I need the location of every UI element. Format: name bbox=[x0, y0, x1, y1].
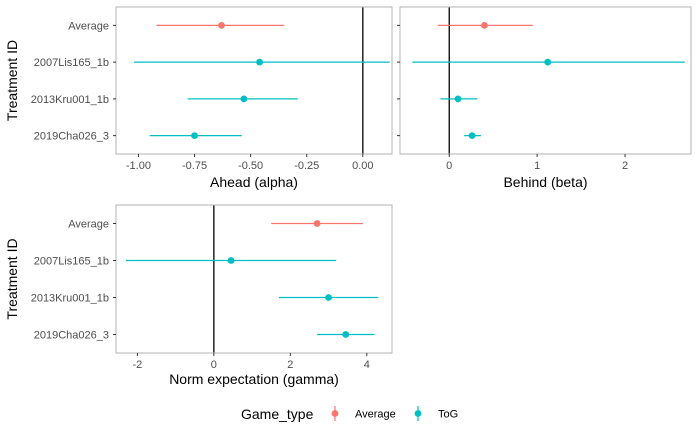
x-tick-label: -2 bbox=[133, 359, 143, 371]
point-2013kru001-1b bbox=[325, 294, 332, 301]
x-tick-label: 0 bbox=[211, 359, 217, 371]
legend-label-tog: ToG bbox=[438, 409, 458, 421]
point-2007lis165-1b bbox=[227, 257, 235, 264]
panel-border bbox=[115, 204, 393, 354]
legend-key-average bbox=[331, 406, 339, 421]
legend-label-average: Average bbox=[355, 409, 396, 421]
x-axis-title: Ahead (alpha) bbox=[210, 174, 298, 190]
point-average bbox=[313, 220, 321, 227]
point-average bbox=[480, 21, 488, 29]
point-average bbox=[218, 21, 225, 29]
x-tick-label: 4 bbox=[364, 359, 370, 371]
point-2019cha026-3 bbox=[468, 132, 476, 140]
y-axis-title: Treatment ID bbox=[4, 40, 20, 121]
y-tick-label-average: Average bbox=[68, 219, 109, 231]
point-2013kru001-1b bbox=[240, 95, 248, 103]
point-2007lis165-1b bbox=[256, 58, 264, 66]
x-axis-title: Behind (beta) bbox=[503, 174, 587, 190]
panel-border bbox=[115, 6, 393, 155]
y-axis-title: Treatment ID bbox=[4, 238, 20, 319]
x-tick-label: 2 bbox=[287, 359, 293, 371]
chart-panel-3: -2 0 2 4 Average 2007Lis165_1b 2013Kru001_1b 20… bbox=[4, 204, 393, 387]
y-tick-label-2007lis165-1b: 2007Lis165_1b bbox=[34, 256, 109, 268]
legend: Game_type Average ToG bbox=[241, 406, 458, 422]
y-tick-label-2019cha026-3: 2019Cha026_3 bbox=[34, 330, 109, 342]
x-tick-label: -0.50 bbox=[238, 160, 263, 172]
point-2019cha026-3 bbox=[342, 331, 350, 338]
y-tick-label-2019cha026-3: 2019Cha026_3 bbox=[34, 131, 109, 143]
x-tick-label: 2 bbox=[622, 160, 628, 172]
legend-title: Game_type bbox=[241, 406, 314, 422]
legend-key-point bbox=[331, 410, 339, 417]
point-2019cha026-3 bbox=[191, 132, 198, 140]
chart-panel-1: -1.00 -0.75 -0.50 -0.25 0.00 Average 2007Lis16… bbox=[4, 6, 393, 190]
legend-key-point bbox=[414, 410, 422, 417]
x-axis-title: Norm expectation (gamma) bbox=[169, 371, 339, 387]
y-tick-label-average: Average bbox=[68, 20, 109, 32]
x-tick-label: -0.25 bbox=[294, 160, 319, 172]
x-tick-label: 0 bbox=[446, 160, 452, 172]
chart-panel-2: 0 1 2 Behind (beta) bbox=[397, 6, 692, 190]
panel-border bbox=[399, 6, 692, 155]
y-tick-label-2007lis165-1b: 2007Lis165_1b bbox=[34, 57, 109, 69]
y-tick-label-2013kru001-1b: 2013Kru001_1b bbox=[31, 293, 109, 305]
x-tick-label: -0.75 bbox=[182, 160, 207, 172]
legend-key-tog bbox=[414, 406, 422, 421]
point-2007lis165-1b bbox=[544, 58, 552, 66]
point-2013kru001-1b bbox=[454, 95, 462, 103]
y-tick-label-2013kru001-1b: 2013Kru001_1b bbox=[31, 94, 109, 106]
x-tick-label: 1 bbox=[534, 160, 540, 172]
x-tick-label: 0.00 bbox=[352, 160, 373, 172]
x-tick-label: -1.00 bbox=[126, 160, 151, 172]
